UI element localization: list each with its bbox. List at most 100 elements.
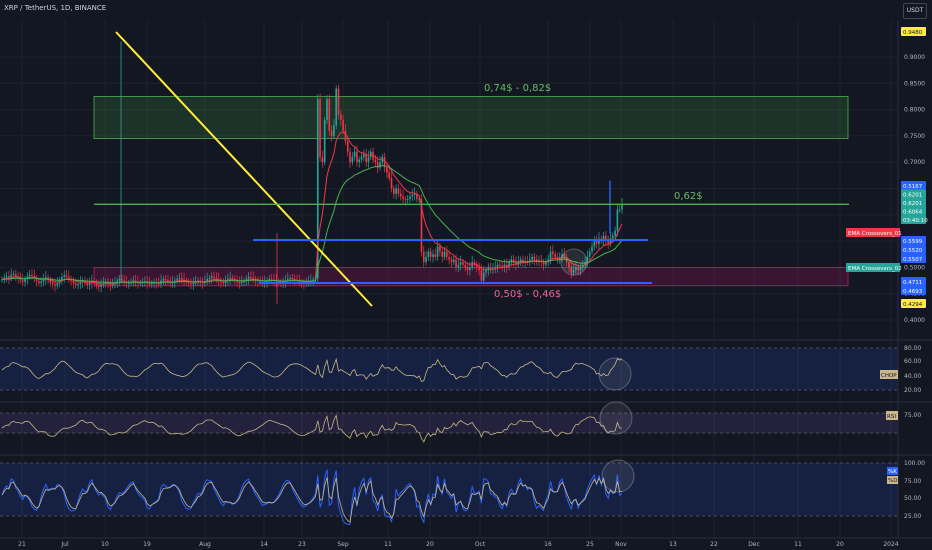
candle-body: [503, 264, 506, 268]
candle-body: [579, 267, 582, 271]
candle-body: [250, 276, 252, 278]
panel-tick: 75.00: [904, 412, 921, 419]
price-tick: 0.8500: [904, 80, 925, 87]
price-tag-bottom: 0.4294: [903, 302, 923, 308]
candle-body: [397, 188, 400, 194]
candle-body: [180, 277, 183, 280]
time-tick: 21: [18, 541, 26, 548]
candle-body: [441, 251, 444, 257]
candle-body: [575, 267, 577, 271]
currency-button[interactable]: USDT: [903, 3, 927, 19]
candle-body: [109, 283, 112, 286]
candle-body: [61, 276, 63, 281]
candle-body: [56, 283, 59, 286]
candle-body: [35, 277, 38, 282]
candle-body: [529, 259, 531, 263]
candle-body: [393, 188, 395, 194]
price-tag-low: 0.4693: [903, 289, 923, 295]
candle-body: [605, 235, 607, 242]
price-tick: 0.8000: [904, 107, 925, 114]
candle-body: [499, 264, 501, 266]
candle-body: [118, 278, 121, 281]
ema-slow-line: [1, 165, 623, 284]
candle-body: [15, 273, 17, 277]
price-tag-upper-bg: [901, 198, 926, 207]
price-tag-upper: 0.6201: [903, 193, 922, 199]
candle-body: [363, 154, 365, 157]
candle-body: [121, 278, 123, 281]
candle-body: [222, 282, 225, 284]
candle-body: [187, 282, 190, 284]
ema-fast-label-bg: [846, 228, 900, 237]
candle-body: [42, 279, 45, 282]
price-tag-upper-bg: [901, 189, 926, 199]
time-tick: Sep: [337, 541, 349, 548]
candle-body: [462, 262, 464, 265]
candle-body: [344, 130, 347, 142]
price-tag-top-bg: [901, 27, 926, 36]
chop-label-bg: [880, 370, 898, 379]
candle-body: [568, 262, 570, 268]
candle-body: [353, 151, 356, 157]
time-tick: 14: [260, 541, 268, 548]
stoch-k-label: %K: [888, 469, 897, 475]
price-tag-mid-bg: [901, 236, 926, 245]
candle-body: [466, 267, 469, 271]
candle-body: [365, 154, 367, 163]
candle-body: [570, 267, 573, 273]
candle-body: [611, 235, 614, 239]
price-tag-bottom-bg: [901, 299, 926, 308]
panel-tick: 75.00: [904, 478, 921, 485]
time-tick: 16: [544, 541, 552, 548]
ema-slow-label: EMA Crossovers_02: [848, 266, 902, 272]
candle-body: [268, 278, 271, 281]
time-tick: Dec: [748, 541, 760, 548]
candle-body: [602, 235, 605, 242]
candle-body: [178, 277, 181, 279]
candle-body: [220, 280, 222, 283]
time-tick: Oct: [475, 541, 486, 548]
candle-body: [54, 284, 56, 286]
price-tag-upper-bg: [901, 181, 926, 190]
candle-body: [452, 259, 455, 263]
rsi-line: [1, 414, 623, 443]
zone-upper-label: 0,74$ - 0,82$: [484, 83, 551, 94]
candle-body: [386, 167, 388, 173]
candle-body: [418, 199, 420, 200]
price-tick: 0.7500: [904, 133, 925, 140]
candle-body: [19, 277, 22, 281]
zone-lower-label: 0,50$ - 0,46$: [494, 289, 561, 300]
candle-body: [162, 278, 165, 281]
candle-body: [464, 264, 467, 268]
candle-body: [416, 193, 418, 200]
panel-band: [0, 463, 898, 516]
candle-body: [554, 254, 556, 257]
candle-body: [591, 246, 593, 252]
candle-body: [28, 274, 31, 277]
candle-body: [471, 262, 473, 268]
candle-body: [326, 99, 328, 121]
candle-body: [238, 282, 241, 284]
price-tick: 0.5000: [904, 264, 925, 271]
time-tick: 20: [836, 541, 844, 548]
candle-body: [515, 262, 517, 265]
candle-body: [469, 267, 471, 271]
candle-body: [215, 277, 218, 279]
stoch-k-line: [1, 469, 623, 526]
candle-body: [455, 259, 457, 268]
candle-body: [496, 264, 499, 268]
indicator-highlight-circle: [598, 357, 632, 391]
price-tag-low: 0.4711: [903, 280, 922, 286]
candle-body: [404, 199, 407, 201]
candle-body: [208, 277, 211, 279]
candle-body: [411, 194, 414, 197]
candle-body: [65, 275, 68, 277]
candle-body: [482, 272, 485, 281]
candle-body: [337, 88, 340, 115]
candle-body: [552, 251, 554, 255]
candle-body: [501, 265, 503, 268]
candle-body: [270, 278, 273, 280]
candle-body: [358, 159, 361, 163]
panel-tick: 50.00: [904, 495, 921, 502]
